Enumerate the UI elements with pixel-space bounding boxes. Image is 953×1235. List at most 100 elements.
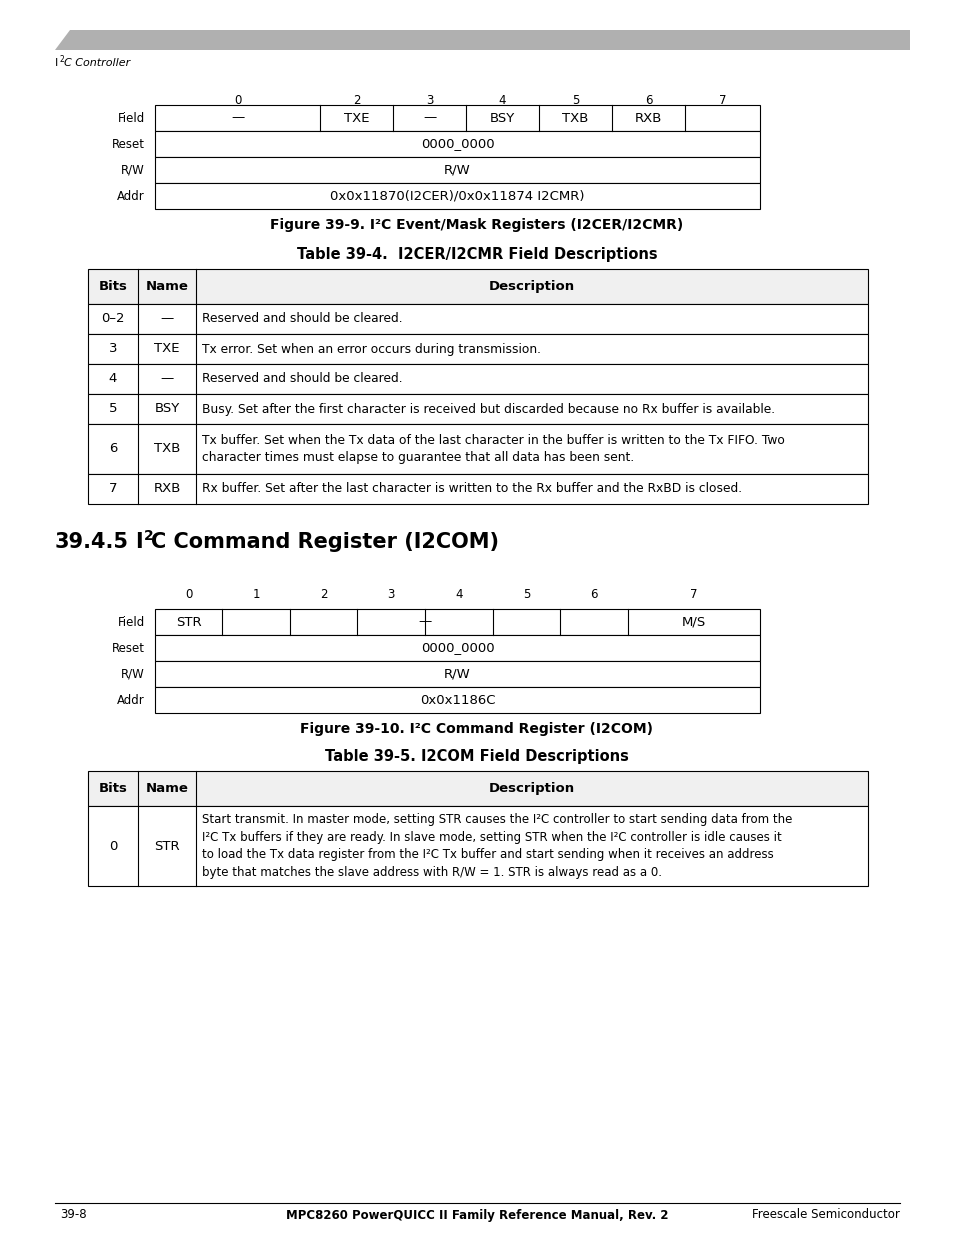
Text: Description: Description bbox=[489, 782, 575, 795]
Text: Figure 39-9. I²C Event/Mask Registers (I2CER/I2CMR): Figure 39-9. I²C Event/Mask Registers (I… bbox=[270, 219, 683, 232]
Bar bbox=[154, 157, 760, 183]
Text: Freescale Semiconductor: Freescale Semiconductor bbox=[751, 1209, 899, 1221]
Polygon shape bbox=[55, 30, 909, 49]
Text: Reset: Reset bbox=[112, 641, 145, 655]
Bar bbox=[154, 105, 760, 131]
Text: 7: 7 bbox=[109, 483, 117, 495]
Text: —: — bbox=[422, 111, 436, 125]
Text: —: — bbox=[160, 373, 173, 385]
Text: RXB: RXB bbox=[634, 111, 661, 125]
Text: 0x0x11870(I2CER)/0x0x11874 I2CMR): 0x0x11870(I2CER)/0x0x11874 I2CMR) bbox=[330, 189, 584, 203]
Text: Tx buffer. Set when the Tx data of the last character in the buffer is written t: Tx buffer. Set when the Tx data of the l… bbox=[202, 433, 784, 447]
Bar bbox=[88, 424, 867, 474]
Text: TXE: TXE bbox=[154, 342, 179, 356]
Text: Reserved and should be cleared.: Reserved and should be cleared. bbox=[202, 312, 402, 326]
Text: 0–2: 0–2 bbox=[101, 312, 125, 326]
Bar bbox=[88, 364, 867, 394]
Text: RXB: RXB bbox=[153, 483, 180, 495]
Text: character times must elapse to guarantee that all data has been sent.: character times must elapse to guarantee… bbox=[202, 452, 634, 464]
Text: —: — bbox=[418, 615, 431, 629]
Text: byte that matches the slave address with R/W = 1. STR is always read as a 0.: byte that matches the slave address with… bbox=[202, 866, 661, 879]
Text: R/W: R/W bbox=[444, 667, 471, 680]
Bar bbox=[154, 661, 760, 687]
Text: 7: 7 bbox=[718, 94, 725, 106]
Text: Name: Name bbox=[146, 782, 189, 795]
Bar bbox=[88, 771, 867, 806]
Text: TXE: TXE bbox=[343, 111, 369, 125]
Bar bbox=[88, 806, 867, 885]
Text: Bits: Bits bbox=[98, 782, 128, 795]
Text: Figure 39-10. I²C Command Register (I2COM): Figure 39-10. I²C Command Register (I2CO… bbox=[300, 722, 653, 736]
Text: Field: Field bbox=[117, 615, 145, 629]
Text: 5: 5 bbox=[571, 94, 578, 106]
Text: 4: 4 bbox=[455, 589, 462, 601]
Bar bbox=[88, 333, 867, 364]
Text: —: — bbox=[231, 111, 244, 125]
Text: 2: 2 bbox=[60, 56, 65, 64]
Text: 0000_0000: 0000_0000 bbox=[420, 641, 494, 655]
Text: MPC8260 PowerQUICC II Family Reference Manual, Rev. 2: MPC8260 PowerQUICC II Family Reference M… bbox=[286, 1209, 667, 1221]
Bar bbox=[154, 609, 760, 635]
Text: I: I bbox=[135, 532, 143, 552]
Text: 4: 4 bbox=[498, 94, 506, 106]
Text: STR: STR bbox=[175, 615, 201, 629]
Text: 2: 2 bbox=[319, 589, 327, 601]
Text: Start transmit. In master mode, setting STR causes the I²C controller to start s: Start transmit. In master mode, setting … bbox=[202, 813, 792, 826]
Text: STR: STR bbox=[154, 840, 179, 852]
Text: 2: 2 bbox=[144, 529, 153, 543]
Text: I²C Tx buffers if they are ready. In slave mode, setting STR when the I²C contro: I²C Tx buffers if they are ready. In sla… bbox=[202, 831, 781, 844]
Text: TXB: TXB bbox=[153, 442, 180, 456]
Text: 4: 4 bbox=[109, 373, 117, 385]
Text: 0: 0 bbox=[233, 94, 241, 106]
Text: C Controller: C Controller bbox=[65, 58, 131, 68]
Text: Tx error. Set when an error occurs during transmission.: Tx error. Set when an error occurs durin… bbox=[202, 342, 540, 356]
Bar bbox=[88, 394, 867, 424]
Bar bbox=[154, 131, 760, 157]
Text: R/W: R/W bbox=[121, 163, 145, 177]
Text: 3: 3 bbox=[387, 589, 395, 601]
Text: —: — bbox=[160, 312, 173, 326]
Text: Description: Description bbox=[489, 280, 575, 293]
Text: Bits: Bits bbox=[98, 280, 128, 293]
Text: Addr: Addr bbox=[117, 694, 145, 706]
Text: Rx buffer. Set after the last character is written to the Rx buffer and the RxBD: Rx buffer. Set after the last character … bbox=[202, 483, 741, 495]
Text: 7: 7 bbox=[690, 589, 697, 601]
Text: 3: 3 bbox=[425, 94, 433, 106]
Bar bbox=[88, 269, 867, 304]
Text: R/W: R/W bbox=[121, 667, 145, 680]
Text: C Command Register (I2COM): C Command Register (I2COM) bbox=[151, 532, 498, 552]
Text: Table 39-5. I2COM Field Descriptions: Table 39-5. I2COM Field Descriptions bbox=[325, 750, 628, 764]
Text: 5: 5 bbox=[109, 403, 117, 415]
Text: BSY: BSY bbox=[489, 111, 515, 125]
Text: Addr: Addr bbox=[117, 189, 145, 203]
Text: Table 39-4.  I2CER/I2CMR Field Descriptions: Table 39-4. I2CER/I2CMR Field Descriptio… bbox=[296, 247, 657, 263]
Text: TXB: TXB bbox=[561, 111, 588, 125]
Text: 2: 2 bbox=[353, 94, 360, 106]
Bar bbox=[88, 304, 867, 333]
Text: 6: 6 bbox=[590, 589, 598, 601]
Text: 0: 0 bbox=[185, 589, 192, 601]
Bar bbox=[154, 183, 760, 209]
Bar bbox=[154, 635, 760, 661]
Text: Reserved and should be cleared.: Reserved and should be cleared. bbox=[202, 373, 402, 385]
Text: 0x0x1186C: 0x0x1186C bbox=[419, 694, 495, 706]
Text: 1: 1 bbox=[252, 589, 259, 601]
Text: M/S: M/S bbox=[681, 615, 705, 629]
Text: I: I bbox=[55, 58, 58, 68]
Text: Reset: Reset bbox=[112, 137, 145, 151]
Text: BSY: BSY bbox=[154, 403, 179, 415]
Text: Field: Field bbox=[117, 111, 145, 125]
Bar bbox=[154, 687, 760, 713]
Text: 6: 6 bbox=[644, 94, 652, 106]
Text: 5: 5 bbox=[522, 589, 530, 601]
Text: to load the Tx data register from the I²C Tx buffer and start sending when it re: to load the Tx data register from the I²… bbox=[202, 848, 773, 861]
Text: 0: 0 bbox=[109, 840, 117, 852]
Text: Name: Name bbox=[146, 280, 189, 293]
Text: 0000_0000: 0000_0000 bbox=[420, 137, 494, 151]
Text: 3: 3 bbox=[109, 342, 117, 356]
Text: R/W: R/W bbox=[444, 163, 471, 177]
Text: Busy. Set after the first character is received but discarded because no Rx buff: Busy. Set after the first character is r… bbox=[202, 403, 774, 415]
Text: 39.4.5: 39.4.5 bbox=[55, 532, 129, 552]
Bar bbox=[88, 474, 867, 504]
Text: 39-8: 39-8 bbox=[60, 1209, 87, 1221]
